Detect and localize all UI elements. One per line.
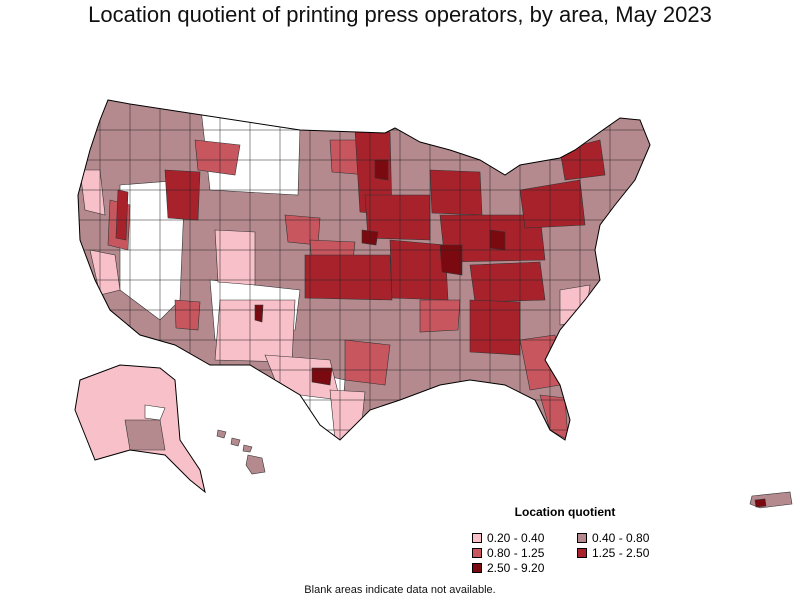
legend-label: 0.40 - 0.80 xyxy=(592,531,650,545)
legend-swatch xyxy=(472,563,482,573)
legend-title: Location quotient xyxy=(514,505,616,519)
footnote: Blank areas indicate data not available. xyxy=(304,584,496,596)
legend-label: 0.20 - 0.40 xyxy=(487,531,545,545)
legend-swatch xyxy=(472,533,482,543)
map-title: Location quotient of printing press oper… xyxy=(88,2,712,27)
legend-item-2: 0.40 - 0.80 xyxy=(577,532,649,544)
legend-label: 1.25 - 2.50 xyxy=(592,546,650,560)
alaska-outline xyxy=(74,364,206,494)
alaska-regions xyxy=(75,365,205,492)
legend-swatch xyxy=(472,548,482,558)
puerto-rico xyxy=(749,491,793,509)
legend-swatch xyxy=(577,533,587,543)
legend-item-1: 0.20 - 0.40 xyxy=(472,532,544,544)
hawaii-islands xyxy=(216,429,266,475)
legend-label: 2.50 - 9.20 xyxy=(487,561,545,575)
legend-label: 0.80 - 1.25 xyxy=(487,546,545,560)
contiguous-us-outline xyxy=(77,99,651,441)
legend-item-5: 2.50 - 9.20 xyxy=(472,562,544,574)
legend-item-4: 1.25 - 2.50 xyxy=(577,547,649,559)
legend-item-3: 0.80 - 1.25 xyxy=(472,547,544,559)
legend-swatch xyxy=(577,548,587,558)
